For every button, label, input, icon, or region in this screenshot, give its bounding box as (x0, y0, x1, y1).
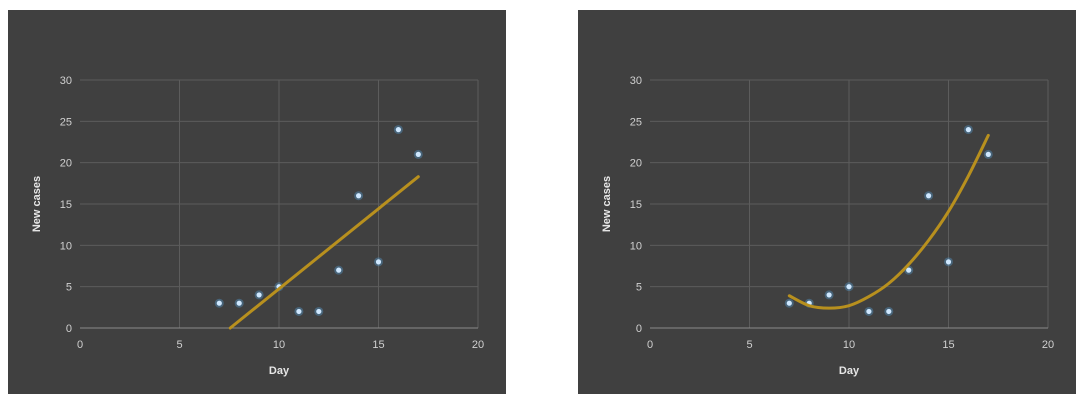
y-tick-label: 15 (60, 199, 72, 211)
chart-panel-right: 0 5 10 15 20 25 30 0 5 10 15 20 Day New cases (578, 10, 1076, 394)
y-axis-title: New cases (31, 176, 43, 232)
trendline-polynomial (787, 133, 990, 310)
y-tick-label: 20 (60, 158, 72, 170)
scatter-chart-right: 0 5 10 15 20 25 30 0 5 10 15 20 Day New cases (601, 75, 1054, 377)
x-tick-label: 5 (746, 339, 752, 351)
scatter-chart-left: 0 5 10 15 20 25 30 0 5 10 15 20 Day New cases (31, 75, 484, 377)
trendline-linear (228, 175, 420, 330)
x-tick-label: 10 (843, 339, 855, 351)
y-tick-label: 30 (630, 75, 642, 87)
data-point (965, 127, 971, 133)
data-point (906, 267, 912, 273)
x-tick-label: 0 (647, 339, 653, 351)
data-point (236, 300, 242, 306)
y-tick-label: 20 (630, 158, 642, 170)
data-point (375, 259, 382, 265)
y-tick-label: 10 (60, 240, 72, 252)
data-point (395, 127, 401, 133)
y-tick-label: 25 (60, 116, 72, 128)
y-tick-label: 5 (636, 282, 642, 294)
x-tick-label: 0 (77, 339, 83, 351)
y-tick-label: 0 (66, 323, 72, 335)
y-tick-label: 30 (60, 75, 72, 87)
data-point (786, 300, 792, 306)
x-axis-title: Day (839, 365, 860, 377)
y-tick-label: 10 (630, 240, 642, 252)
y-tick-label: 15 (630, 199, 642, 211)
data-point (316, 308, 322, 315)
y-tick-label: 0 (636, 323, 642, 335)
y-tick-label: 25 (630, 116, 642, 128)
data-point (336, 267, 342, 273)
data-point (356, 193, 362, 199)
x-tick-label: 5 (176, 339, 182, 351)
data-point (415, 151, 421, 157)
data-point (826, 292, 832, 298)
x-axis-title: Day (269, 365, 290, 377)
data-point (945, 259, 952, 265)
data-point (926, 193, 932, 199)
chart-panel-left: 0 5 10 15 20 25 30 0 5 10 15 20 Day New cases (8, 10, 506, 394)
data-point (296, 308, 302, 315)
data-point (846, 284, 852, 290)
x-tick-label: 20 (472, 339, 484, 351)
y-tick-label: 5 (66, 282, 72, 294)
data-point (256, 292, 262, 298)
data-point (216, 300, 222, 306)
data-point (886, 308, 892, 315)
x-tick-label: 15 (372, 339, 384, 351)
data-point (866, 308, 872, 315)
x-tick-label: 20 (1042, 339, 1054, 351)
data-point (985, 151, 991, 157)
x-tick-label: 10 (273, 339, 285, 351)
y-axis-title: New cases (601, 176, 613, 232)
x-tick-label: 15 (942, 339, 954, 351)
